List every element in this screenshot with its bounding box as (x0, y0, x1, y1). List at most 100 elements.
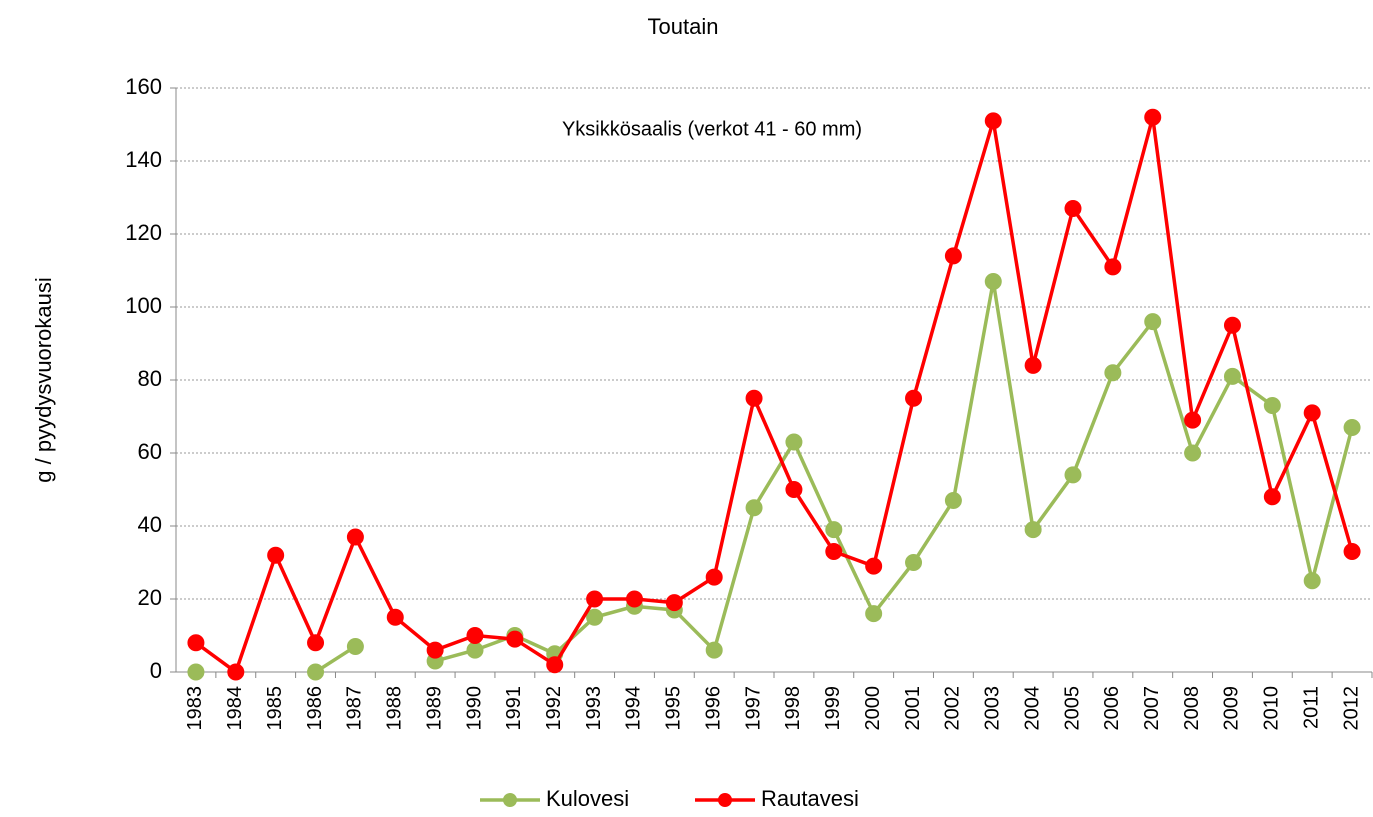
data-point (1104, 258, 1122, 276)
data-point (1184, 411, 1202, 429)
data-point (466, 641, 484, 659)
x-tick-label: 1984 (224, 686, 246, 731)
x-tick-label: 1996 (702, 686, 724, 731)
x-tick-label: 2001 (902, 686, 924, 731)
x-tick-label: 1990 (463, 686, 485, 731)
annotation: Yksikkösaalis (verkot 41 - 60 mm) (562, 118, 862, 140)
data-point (1303, 572, 1321, 590)
data-point (1024, 521, 1042, 539)
data-point (745, 499, 763, 517)
data-point (307, 634, 325, 652)
data-point (825, 521, 843, 539)
legend-label: Kulovesi (546, 786, 629, 811)
data-point (1263, 488, 1281, 506)
y-tick-label: 140 (125, 147, 162, 172)
series-line (194, 116, 1354, 675)
x-tick-label: 1993 (583, 686, 605, 731)
y-tick-label: 120 (125, 220, 162, 245)
data-point (984, 272, 1002, 290)
legend-marker (503, 793, 517, 807)
data-point (466, 627, 484, 644)
legend-label: Rautavesi (761, 786, 859, 811)
x-tick-label: 1986 (304, 686, 326, 731)
data-point (705, 641, 723, 659)
data-point (785, 433, 803, 451)
data-point (825, 543, 843, 561)
x-tick-label: 1992 (543, 686, 565, 731)
data-point (944, 247, 962, 265)
data-point (984, 112, 1002, 130)
x-tick-label: 1991 (503, 686, 525, 731)
data-point (625, 590, 643, 608)
x-tick-label: 2007 (1141, 686, 1163, 731)
x-tick-label: 2008 (1181, 686, 1203, 731)
data-point (1144, 108, 1162, 126)
data-point (1064, 466, 1082, 484)
x-tick-label: 2012 (1340, 686, 1362, 731)
data-point (346, 528, 364, 546)
data-point (227, 663, 245, 681)
x-tick-label: 1989 (423, 686, 445, 731)
x-tick-label: 1988 (384, 686, 406, 731)
x-tick-label: 2006 (1101, 686, 1123, 731)
x-tick-label: 2011 (1300, 686, 1322, 729)
data-point (1104, 364, 1122, 382)
data-point (1184, 444, 1202, 462)
x-tick-label: 2005 (1061, 686, 1083, 731)
data-point (1223, 367, 1241, 385)
data-point (944, 491, 962, 509)
x-tick-label: 1987 (344, 686, 366, 731)
x-tick-label: 2009 (1221, 686, 1243, 731)
x-tick-label: 2000 (862, 686, 884, 731)
x-tick-label: 2003 (982, 686, 1004, 731)
chart-title: Toutain (648, 14, 719, 39)
data-point (745, 389, 763, 407)
data-point (865, 605, 883, 623)
data-point (426, 641, 444, 659)
x-tick-label: 1983 (184, 686, 206, 731)
y-tick-label: 160 (125, 74, 162, 99)
x-tick-label: 1994 (623, 686, 645, 731)
x-tick-label: 2004 (1021, 686, 1043, 731)
data-point (1343, 418, 1361, 436)
data-point (386, 608, 404, 626)
data-point (586, 608, 604, 626)
y-tick-label: 20 (138, 585, 162, 610)
data-point (1144, 313, 1162, 331)
data-point (546, 656, 564, 674)
x-tick-label: 1998 (782, 686, 804, 731)
data-point (1263, 397, 1281, 415)
data-point (705, 568, 723, 586)
y-tick-label: 60 (138, 439, 162, 464)
data-point (665, 594, 683, 612)
data-point (1343, 543, 1361, 561)
legend-marker (718, 793, 732, 807)
data-point (307, 663, 325, 681)
data-point (1303, 404, 1321, 422)
data-point (1064, 199, 1082, 217)
data-point (905, 554, 923, 571)
x-tick-label: 1997 (742, 686, 764, 731)
data-point (187, 634, 205, 652)
y-tick-label: 100 (125, 293, 162, 318)
series-line (314, 281, 1354, 674)
x-tick-label: 1985 (264, 686, 286, 731)
data-point (785, 481, 803, 498)
x-tick-label: 2002 (942, 686, 964, 731)
data-point (506, 630, 524, 648)
data-point (905, 389, 923, 407)
x-tick-label: 1995 (663, 686, 685, 731)
y-tick-label: 40 (138, 512, 162, 537)
data-point (267, 546, 285, 564)
x-tick-label: 1999 (822, 686, 844, 731)
data-point (1223, 316, 1241, 334)
data-point (187, 663, 205, 681)
data-point (865, 557, 883, 575)
y-tick-label: 80 (138, 366, 162, 391)
y-axis-label: g / pyydysvuorokausi (31, 277, 56, 482)
x-tick-label: 2010 (1261, 686, 1283, 731)
data-point (1024, 356, 1042, 374)
y-tick-label: 0 (150, 658, 162, 683)
data-point (586, 590, 604, 608)
